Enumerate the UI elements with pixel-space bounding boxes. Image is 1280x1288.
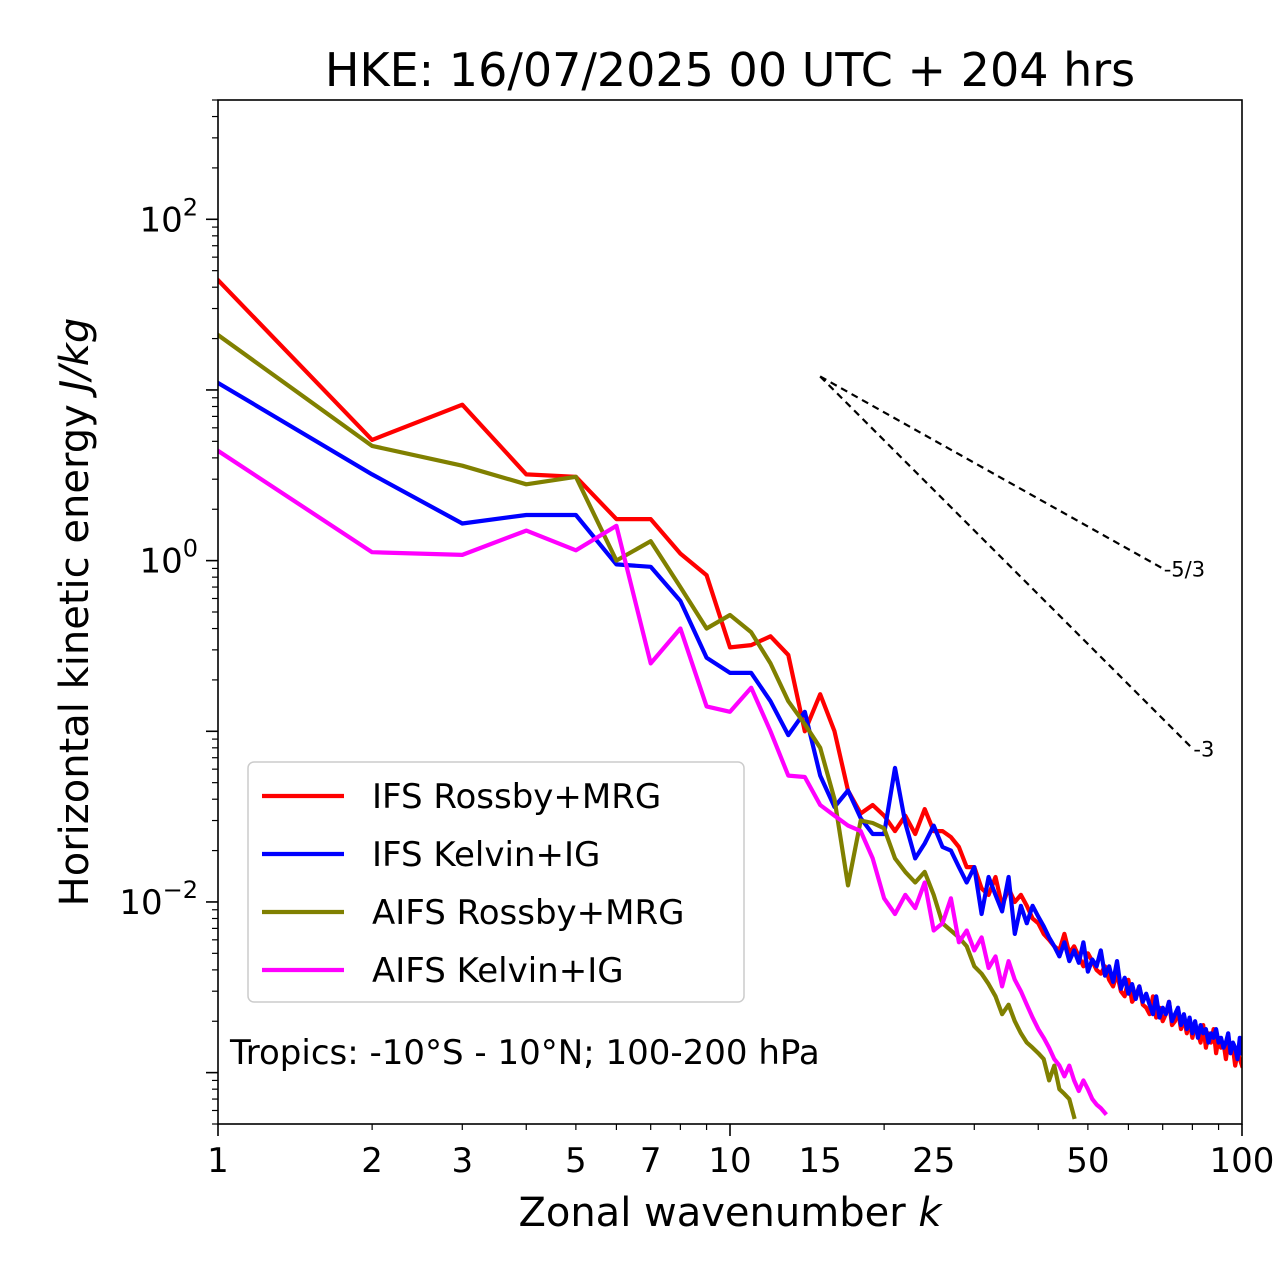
reference-slope-label-0: -5/3 bbox=[1164, 557, 1205, 581]
legend-label-2: AIFS Rossby+MRG bbox=[372, 893, 684, 933]
reference-slope-labels: -5/3 -3 bbox=[1164, 557, 1215, 761]
y-tick-label: 102 bbox=[139, 193, 198, 240]
y-tick-label: 100 bbox=[139, 535, 198, 582]
x-tick-label: 1 bbox=[207, 1141, 229, 1181]
legend-label-1: IFS Kelvin+IG bbox=[372, 835, 600, 875]
chart-title: HKE: 16/07/2025 00 UTC + 204 hrs bbox=[325, 43, 1135, 97]
legend-box bbox=[247, 761, 745, 1003]
x-tick-label: 100 bbox=[1210, 1141, 1275, 1181]
series-line-2 bbox=[218, 332, 1077, 1120]
x-tick-label: 25 bbox=[912, 1141, 955, 1181]
y-axis-ticks: 102 100 10−2 bbox=[119, 99, 218, 1125]
legend-label-3: AIFS Kelvin+IG bbox=[372, 951, 624, 991]
y-axis-label: Horizontal kinetic energy J/kg bbox=[52, 318, 98, 907]
x-tick-label: 50 bbox=[1066, 1141, 1109, 1181]
x-tick-label: 10 bbox=[708, 1141, 751, 1181]
reference-slope-line-1 bbox=[819, 375, 1194, 750]
region-annotation: Tropics: -10°S - 10°N; 100-200 hPa bbox=[229, 1033, 820, 1073]
reference-slope-line-0 bbox=[819, 375, 1164, 570]
x-tick-label: 7 bbox=[640, 1141, 662, 1181]
reference-slope-label-1: -3 bbox=[1193, 737, 1214, 761]
x-axis-ticks: 1 2 3 5 7 10 15 25 50 100 bbox=[207, 1124, 1274, 1181]
x-axis-label: Zonal wavenumber k bbox=[518, 1190, 943, 1236]
legend: IFS Rossby+MRG IFS Kelvin+IG AIFS Rossby+M… bbox=[247, 761, 745, 1003]
x-tick-label: 3 bbox=[451, 1141, 473, 1181]
y-tick-label: 10−2 bbox=[119, 876, 198, 923]
x-tick-label: 2 bbox=[361, 1141, 383, 1181]
series-lines bbox=[218, 277, 1242, 1120]
series-line-3 bbox=[218, 448, 1108, 1116]
x-tick-label: 5 bbox=[565, 1141, 587, 1181]
reference-slope-lines bbox=[819, 375, 1194, 750]
series-line-1 bbox=[218, 380, 1242, 1062]
legend-label-0: IFS Rossby+MRG bbox=[372, 777, 661, 817]
x-tick-label: 15 bbox=[799, 1141, 842, 1181]
